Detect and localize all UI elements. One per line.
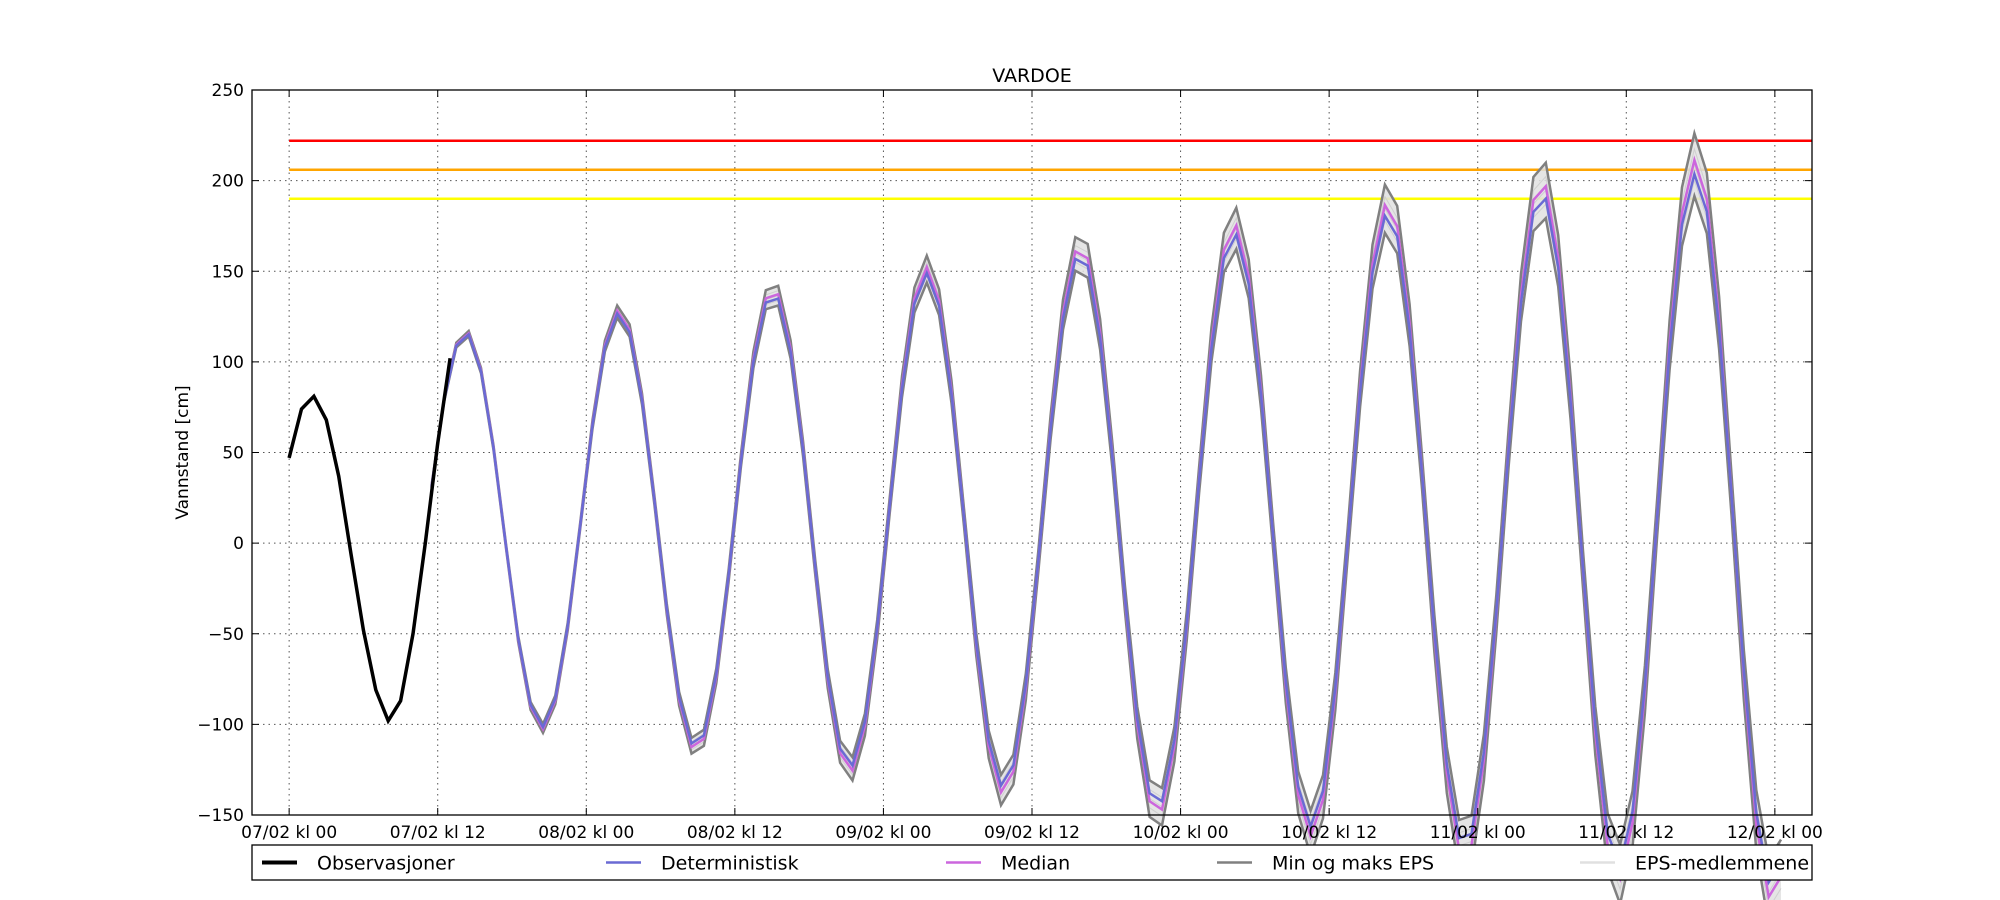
legend-frame [251, 844, 1813, 881]
x-tick-label: 09/02 kl 00 [835, 823, 931, 843]
y-tick-label: 200 [212, 172, 244, 192]
x-tick-label: 07/02 kl 12 [390, 823, 486, 843]
x-tick-label: 07/02 kl 00 [241, 823, 337, 843]
y-axis-label: Vannstand [cm] [173, 385, 193, 519]
legend-item-label: EPS-medlemmene [1635, 853, 1809, 875]
legend-item-label: Min og maks EPS [1272, 853, 1434, 875]
y-tick-label: 0 [233, 534, 244, 554]
deterministic-line [430, 169, 1783, 886]
y-tick-label: 250 [212, 81, 244, 101]
axis-ticks: −150 −100 −50 0 50 100 150 200 250 07/02 kl 00 07/… [197, 81, 1823, 843]
y-tick-label: −150 [197, 806, 244, 826]
legend-item-label: Observasjoner [317, 853, 455, 875]
series-lines [287, 128, 1783, 900]
x-tick-label: 11/02 kl 12 [1578, 823, 1674, 843]
x-tick-label: 09/02 kl 12 [984, 823, 1080, 843]
x-tick-label: 08/02 kl 12 [687, 823, 783, 843]
threshold-lines [289, 139, 1812, 200]
chart-title: VARDOE [992, 65, 1072, 87]
y-tick-label: −50 [208, 625, 244, 645]
grid-lines [252, 90, 1812, 815]
y-tick-label: −100 [197, 715, 244, 735]
legend-item-label: Deterministisk [661, 853, 799, 875]
x-tick-label: 10/02 kl 12 [1281, 823, 1377, 843]
legend: Observasjoner Deterministisk Median Min og … [251, 844, 1813, 881]
x-tick-label: 10/02 kl 00 [1133, 823, 1229, 843]
x-tick-label: 08/02 kl 00 [538, 823, 634, 843]
y-tick-label: 50 [222, 444, 244, 464]
y-tick-label: 150 [212, 262, 244, 282]
legend-item-label: Median [1001, 853, 1070, 875]
x-tick-label: 11/02 kl 00 [1430, 823, 1526, 843]
x-tick-label: 12/02 kl 00 [1727, 823, 1823, 843]
y-tick-label: 100 [212, 353, 244, 373]
eps-min-line [430, 191, 1766, 900]
observations-line [287, 358, 452, 725]
